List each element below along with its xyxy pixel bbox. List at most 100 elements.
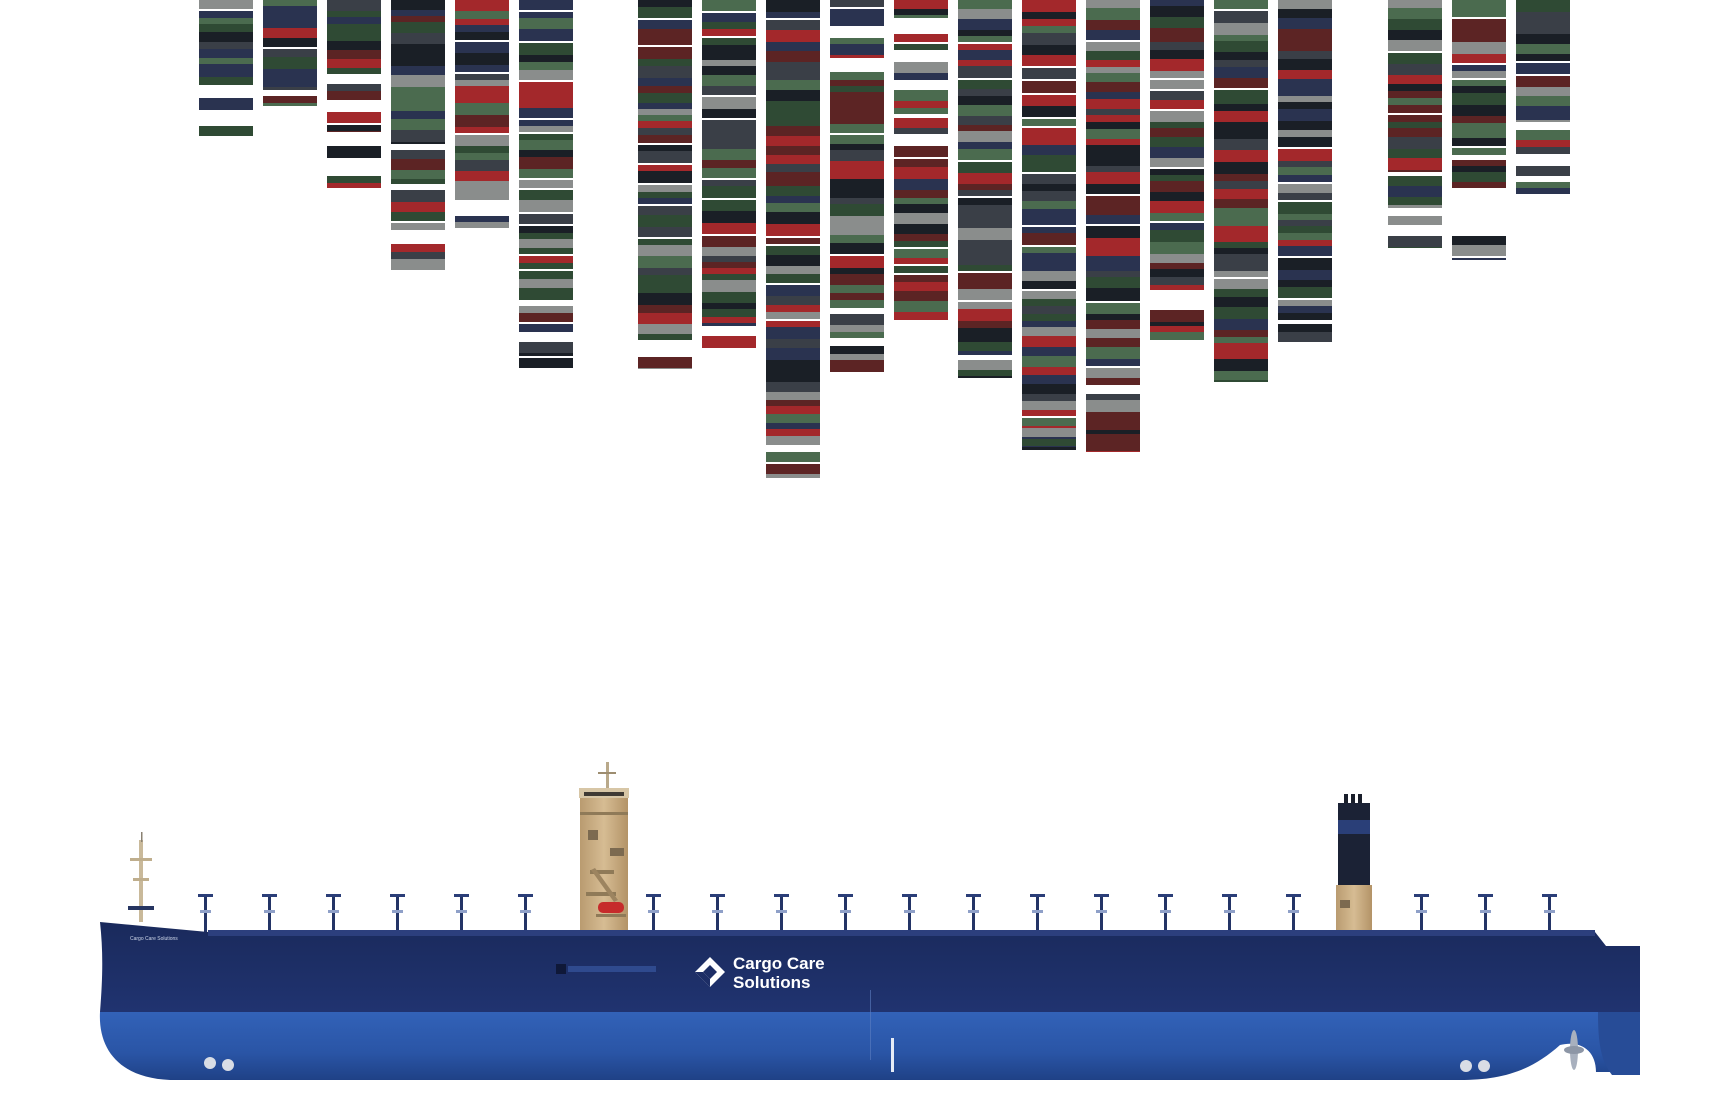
container [1278,270,1332,280]
container [1022,439,1076,446]
container [1388,216,1442,225]
container [391,33,445,44]
lashing-post [902,894,917,932]
container [766,51,820,62]
container [638,334,692,340]
container [958,142,1012,149]
container [1022,106,1076,117]
lashing-post [1094,894,1109,932]
lashing-post [1478,894,1493,932]
container [1150,28,1204,36]
container [1516,54,1570,61]
container [391,22,445,33]
container [1278,155,1332,161]
container [391,202,445,212]
container [958,50,1012,60]
container [519,91,573,99]
container [1278,51,1332,59]
container [1388,128,1442,137]
container [1452,54,1506,63]
container [638,324,692,334]
container [1150,263,1204,269]
container [830,72,884,80]
container [1086,277,1140,288]
container [1150,50,1204,59]
container [1150,242,1204,254]
container [519,190,573,200]
bow-thrusters [204,1057,1490,1072]
lashing-post [774,894,789,932]
container [1150,100,1204,109]
container [1214,35,1268,41]
container [1086,206,1140,215]
container [327,35,381,41]
container [263,49,317,57]
container [327,125,381,131]
container [1452,65,1506,71]
container [1086,115,1140,122]
container [1214,226,1268,236]
container [1516,63,1570,74]
container [1388,30,1442,40]
container [391,10,445,16]
container [199,135,253,136]
container [1214,279,1268,289]
container [1086,412,1140,421]
container [327,50,381,59]
container [958,328,1012,336]
container [455,115,509,127]
container [1022,281,1076,289]
container [327,155,381,158]
container [1452,0,1506,6]
container [766,266,820,274]
container [327,176,381,183]
container [830,135,884,144]
container [1278,240,1332,246]
container [1086,82,1140,92]
container [1214,330,1268,337]
container [519,12,573,18]
container [638,59,692,66]
container [1388,197,1442,205]
container [1022,394,1076,401]
container [1150,0,1204,6]
container [894,291,948,301]
container [1278,79,1332,85]
container [391,212,445,221]
container [766,164,820,172]
container [327,112,381,123]
container [766,172,820,178]
container [1150,175,1204,181]
container [766,312,820,319]
container [1278,85,1332,96]
container [766,68,820,80]
container [519,298,573,300]
container [1452,31,1506,42]
container [958,360,1012,370]
container [1278,280,1332,287]
container [894,118,948,128]
container [766,111,820,120]
container [1022,68,1076,79]
container [1150,71,1204,78]
container [1278,193,1332,200]
container [894,9,948,15]
container [702,45,756,53]
container [1278,246,1332,256]
lashing-post [838,894,853,932]
container [766,296,820,305]
container [1452,42,1506,54]
container [391,93,445,102]
container [766,203,820,212]
container [830,274,884,285]
container [1022,336,1076,347]
container [1150,322,1204,329]
container [1278,0,1332,9]
container [766,101,820,111]
container [263,18,317,28]
lashing-post [518,894,533,932]
container [391,87,445,93]
container [1278,121,1332,130]
container [638,185,692,192]
container [638,227,692,237]
